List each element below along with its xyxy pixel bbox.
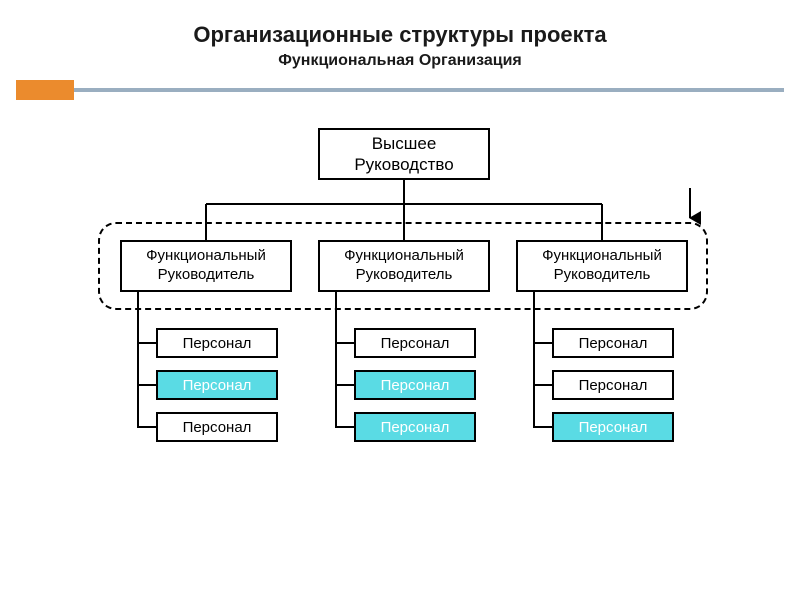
staff-label: Персонал xyxy=(381,377,450,394)
staff-label: Персонал xyxy=(579,419,648,436)
staff-label: Персонал xyxy=(183,377,252,394)
manager-line1: Функциональный xyxy=(344,247,464,266)
manager-line1: Функциональный xyxy=(146,247,266,266)
staff-label: Персонал xyxy=(579,377,648,394)
staff-2-3: Персонал xyxy=(354,412,476,442)
manager-line2: Руководитель xyxy=(158,266,255,285)
top-node-line1: Высшее xyxy=(372,133,437,154)
page-subtitle: Функциональная Организация xyxy=(0,52,800,70)
staff-3-1: Персонал xyxy=(552,328,674,358)
manager-line2: Руководитель xyxy=(356,266,453,285)
accent-bar xyxy=(16,80,74,100)
diagram-root: { "title": { "text": "Организационные ст… xyxy=(0,0,800,600)
staff-label: Персонал xyxy=(579,335,648,352)
functional-manager-1: Функциональный Руководитель xyxy=(120,240,292,292)
top-management-node: Высшее Руководство xyxy=(318,128,490,180)
functional-manager-3: Функциональный Руководитель xyxy=(516,240,688,292)
page-title: Организационные структуры проекта xyxy=(0,22,800,48)
staff-1-3: Персонал xyxy=(156,412,278,442)
functional-manager-2: Функциональный Руководитель xyxy=(318,240,490,292)
manager-line2: Руководитель xyxy=(554,266,651,285)
staff-label: Персонал xyxy=(183,419,252,436)
staff-2-2: Персонал xyxy=(354,370,476,400)
staff-2-1: Персонал xyxy=(354,328,476,358)
staff-label: Персонал xyxy=(381,335,450,352)
staff-label: Персонал xyxy=(381,419,450,436)
staff-3-2: Персонал xyxy=(552,370,674,400)
staff-3-3: Персонал xyxy=(552,412,674,442)
staff-1-2: Персонал xyxy=(156,370,278,400)
header-divider xyxy=(74,88,784,92)
top-node-line2: Руководство xyxy=(354,154,453,175)
staff-label: Персонал xyxy=(183,335,252,352)
staff-1-1: Персонал xyxy=(156,328,278,358)
manager-line1: Функциональный xyxy=(542,247,662,266)
